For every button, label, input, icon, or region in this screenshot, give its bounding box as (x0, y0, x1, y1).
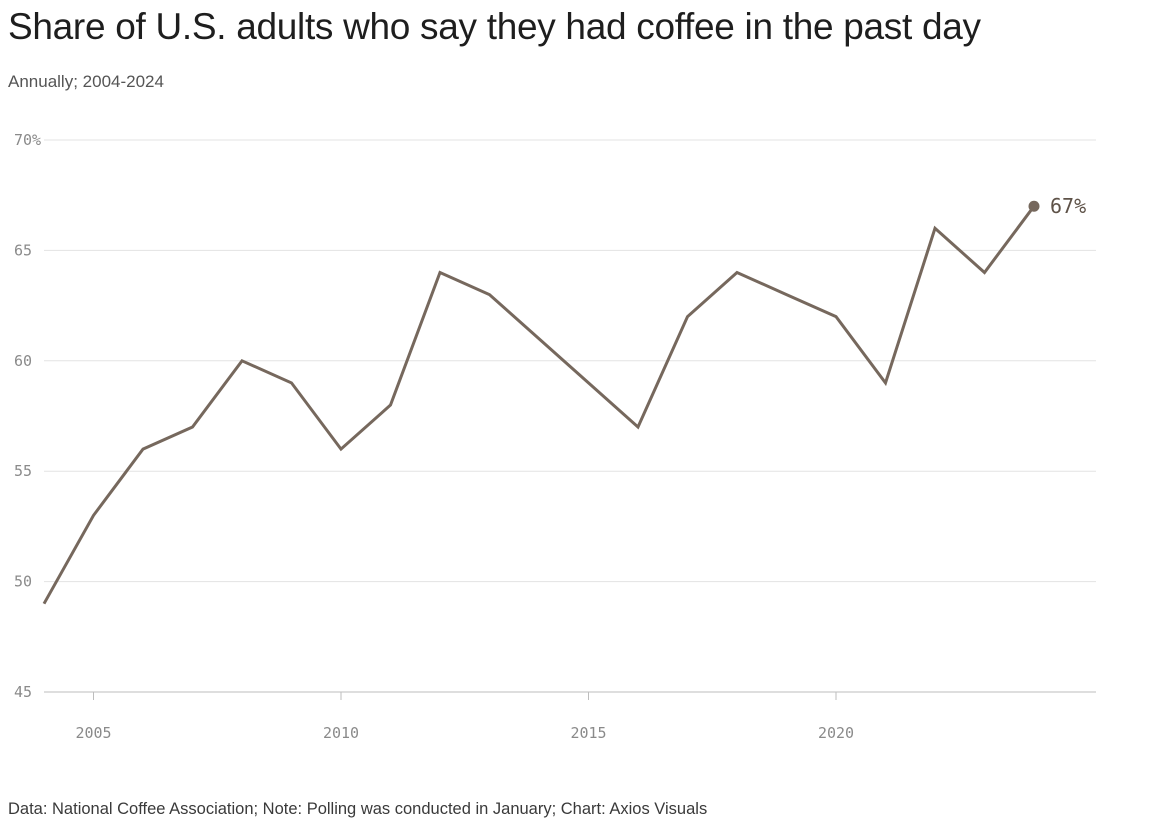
x-tick-label-2020: 2020 (818, 724, 854, 742)
y-tick-label-70: 70% (14, 131, 41, 149)
end-value-label: 67% (1050, 194, 1086, 218)
chart-subtitle: Annually; 2004-2024 (8, 72, 164, 91)
y-axis-ticks: 45 50 55 60 65 70% (14, 131, 41, 701)
x-tick-label-2010: 2010 (323, 724, 359, 742)
x-tick-label-2015: 2015 (570, 724, 606, 742)
x-tick-label-2005: 2005 (75, 724, 111, 742)
line-chart: 45 50 55 60 65 70% 2005 2010 2015 2020 67% (14, 131, 1096, 742)
series-group: 67% (42, 194, 1086, 605)
gridlines (44, 139, 1096, 693)
y-tick-label-45: 45 (14, 683, 32, 701)
chart-title: Share of U.S. adults who say they had co… (8, 6, 981, 47)
series-line (42, 205, 1036, 605)
y-tick-label-50: 50 (14, 573, 32, 591)
y-tick-label-65: 65 (14, 241, 32, 259)
end-point-marker (1028, 200, 1040, 212)
x-axis-ticks: 2005 2010 2015 2020 (75, 692, 854, 742)
y-tick-label-55: 55 (14, 462, 32, 480)
y-tick-label-60: 60 (14, 352, 32, 370)
source-note: Data: National Coffee Association; Note:… (8, 800, 708, 818)
